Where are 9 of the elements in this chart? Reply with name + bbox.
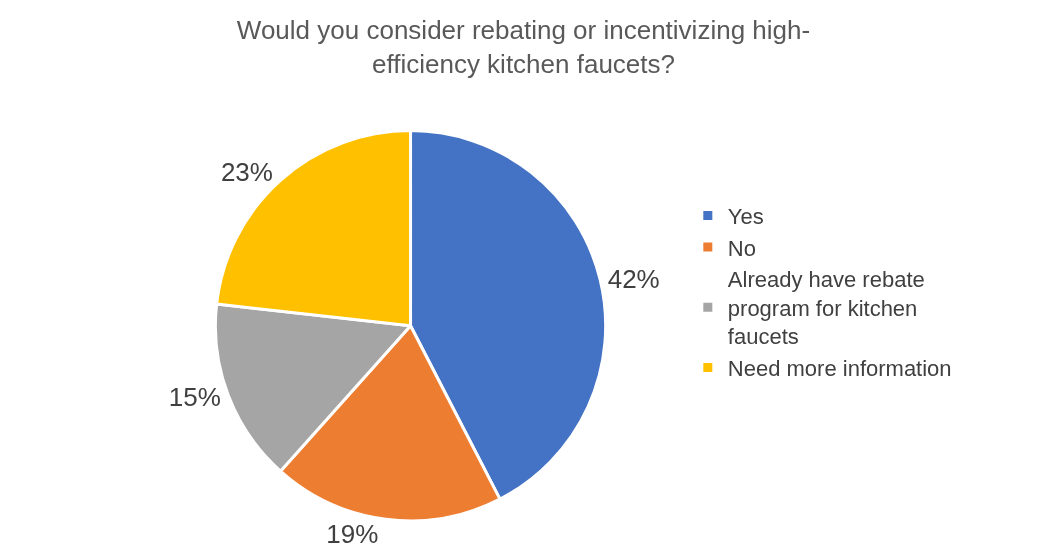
legend-label: Need more information	[727, 355, 952, 381]
data-label: 42%	[607, 263, 660, 294]
data-label: 23%	[220, 156, 273, 187]
legend-label: Already have rebate program for kitchen faucets	[727, 267, 925, 350]
data-label: 15%	[168, 382, 221, 413]
legend-label: Yes	[727, 203, 764, 229]
data-label: 19%	[326, 519, 379, 550]
chart-title: Would you consider rebating or incentivizing high-efficiency kitchen faucets?	[236, 15, 811, 79]
legend-label: No	[727, 235, 756, 261]
